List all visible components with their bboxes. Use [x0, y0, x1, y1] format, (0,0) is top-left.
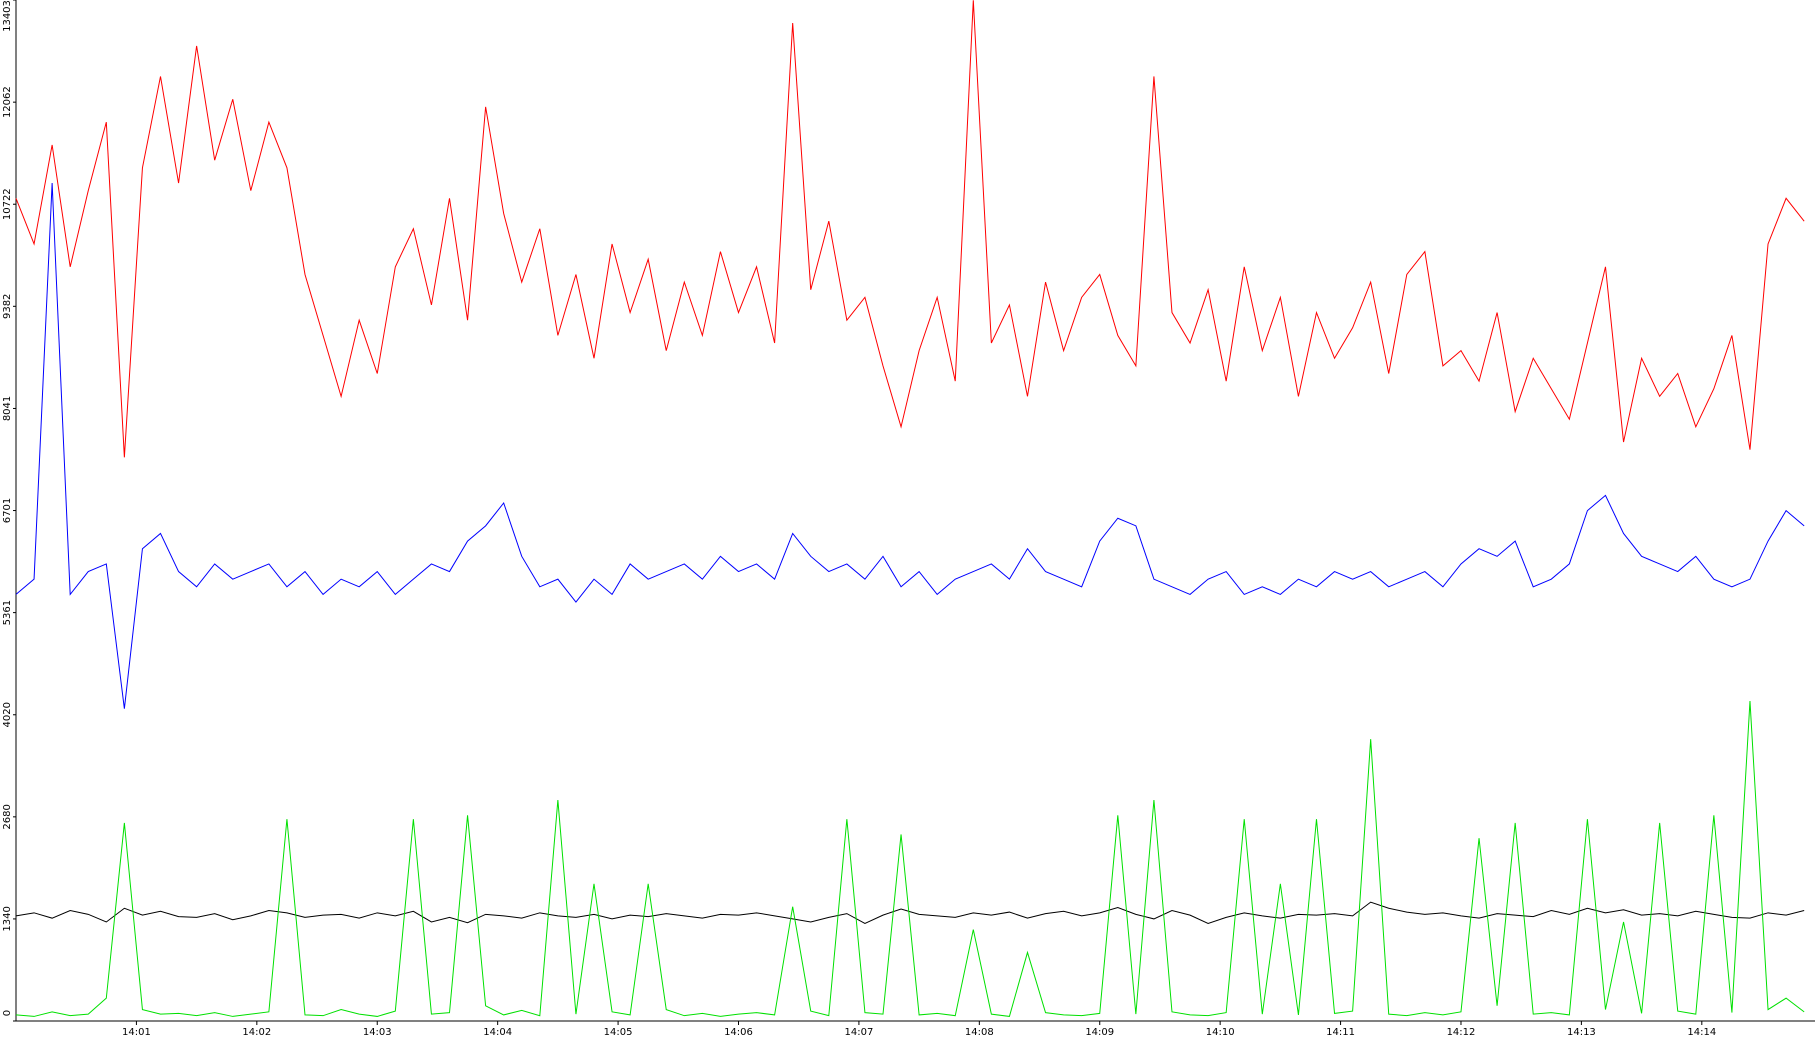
y-tick-label: 6701 [2, 498, 13, 523]
y-tick-label: 2680 [2, 804, 13, 829]
y-tick-label: 8041 [2, 396, 13, 421]
x-tick-label: 14:02 [242, 1027, 271, 1038]
x-tick-label: 14:06 [724, 1027, 753, 1038]
x-tick-label: 14:01 [122, 1027, 151, 1038]
series-line [15, 183, 1805, 709]
x-tick-label: 14:10 [1206, 1027, 1235, 1038]
y-tick-label: 1340 [2, 906, 13, 931]
x-tick-label: 14:14 [1687, 1027, 1716, 1038]
y-tick-label: 10722 [2, 188, 13, 220]
y-tick-label: 0 [2, 1010, 13, 1016]
y-tick-label: 12062 [2, 86, 13, 118]
y-tick-label: 4020 [2, 702, 13, 727]
x-tick-label: 14:05 [604, 1027, 633, 1038]
y-tick-label: 9382 [2, 294, 13, 319]
x-tick-label: 14:07 [844, 1027, 873, 1038]
x-tick-label: 14:12 [1447, 1027, 1476, 1038]
x-tick-label: 14:03 [363, 1027, 392, 1038]
series-line [15, 0, 1805, 458]
series-line [15, 701, 1805, 1017]
x-tick-label: 14:08 [965, 1027, 994, 1038]
y-tick-label: 5361 [2, 600, 13, 625]
x-tick-label: 14:13 [1567, 1027, 1596, 1038]
y-tick-label: 13403 [2, 0, 13, 32]
x-tick-label: 14:11 [1326, 1027, 1355, 1038]
x-tick-label: 14:04 [483, 1027, 512, 1038]
x-tick-label: 14:09 [1085, 1027, 1114, 1038]
